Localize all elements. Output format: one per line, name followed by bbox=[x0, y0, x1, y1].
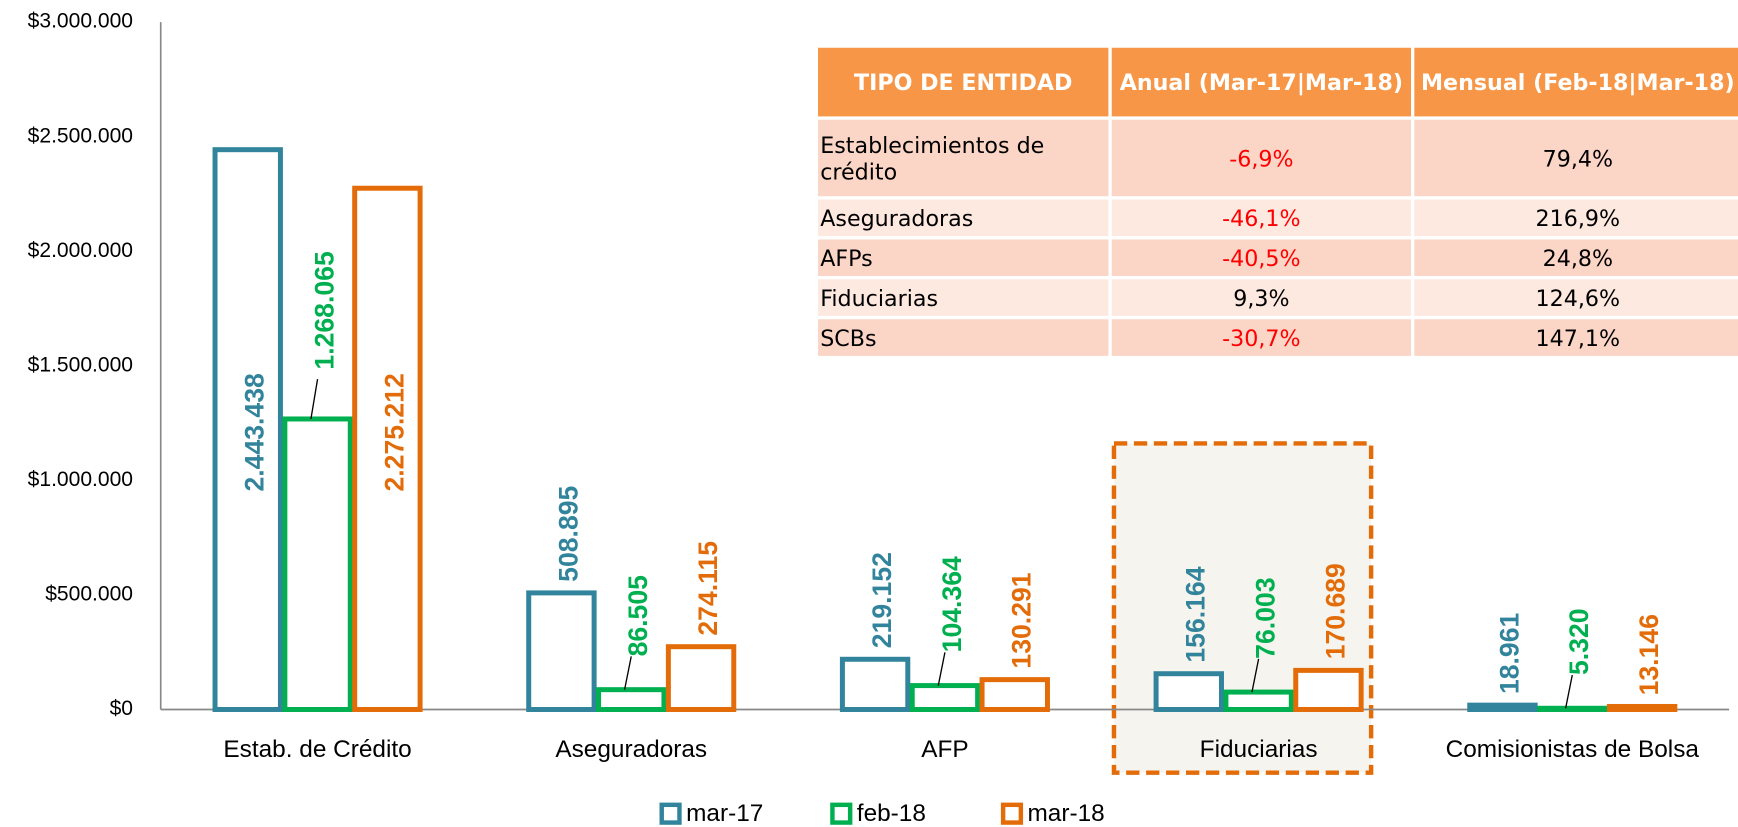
legend-label: mar-17 bbox=[686, 800, 763, 827]
bar bbox=[1537, 705, 1608, 712]
x-tick-label: Comisionistas de Bolsa bbox=[1446, 736, 1700, 763]
table-cell: SCBs bbox=[818, 319, 1109, 356]
x-tick-label: Estab. de Crédito bbox=[223, 736, 411, 763]
bar bbox=[1223, 689, 1294, 712]
data-label: 13.146 bbox=[1634, 614, 1664, 695]
bar bbox=[1153, 671, 1224, 712]
table-cell: 79,4% bbox=[1414, 119, 1738, 197]
table-header-row: TIPO DE ENTIDAD Anual (Mar-17|Mar-18) Mens… bbox=[818, 47, 1738, 117]
leader-line bbox=[1251, 658, 1260, 693]
leader-line bbox=[310, 379, 319, 420]
bar bbox=[665, 644, 737, 712]
y-tick-label: $1.000.000 bbox=[28, 468, 133, 491]
bar bbox=[526, 590, 597, 712]
table: TIPO DE ENTIDAD Anual (Mar-17|Mar-18) Mens… bbox=[818, 47, 1738, 360]
y-tick-label: $2.000.000 bbox=[28, 239, 133, 262]
table-cell: 147,1% bbox=[1414, 319, 1738, 356]
x-tick-label: AFP bbox=[921, 736, 968, 763]
data-label: 156.164 bbox=[1181, 566, 1211, 662]
table-row: Establecimientos de crédito -6,9% 79,4% bbox=[818, 119, 1738, 197]
table-container: TIPO DE ENTIDAD Anual (Mar-17|Mar-18) Mens… bbox=[818, 47, 1738, 360]
bar bbox=[1467, 702, 1538, 712]
y-tick-label: $0 bbox=[110, 697, 133, 720]
data-label: 104.364 bbox=[937, 556, 967, 652]
bar bbox=[979, 677, 1050, 712]
table-row: AFPs -40,5% 24,8% bbox=[818, 239, 1738, 277]
table-header: Mensual (Feb-18|Mar-18) bbox=[1414, 47, 1738, 117]
data-label: 219.152 bbox=[867, 552, 897, 648]
table-cell: 216,9% bbox=[1414, 199, 1738, 237]
data-label: 1.268.065 bbox=[309, 251, 339, 370]
x-tick-label: Aseguradoras bbox=[555, 736, 707, 763]
data-label: 130.291 bbox=[1007, 572, 1037, 668]
data-label: 170.689 bbox=[1320, 563, 1350, 659]
data-label: 5.320 bbox=[1564, 608, 1594, 675]
table-cell: -6,9% bbox=[1111, 119, 1412, 197]
table-cell: Establecimientos de crédito bbox=[818, 119, 1109, 197]
bar bbox=[839, 656, 911, 712]
table-wrap: TIPO DE ENTIDAD Anual (Mar-17|Mar-18) Mens… bbox=[818, 47, 1738, 360]
bar bbox=[1293, 667, 1364, 712]
data-label: 2.443.438 bbox=[240, 373, 270, 491]
data-label: 2.275.212 bbox=[379, 373, 409, 491]
table-cell: 9,3% bbox=[1111, 279, 1412, 316]
x-tick-label: Fiduciarias bbox=[1200, 736, 1318, 763]
legend-label: feb-18 bbox=[857, 800, 926, 827]
bar bbox=[212, 147, 283, 712]
data-label: 86.505 bbox=[623, 575, 653, 657]
leader-line bbox=[623, 656, 632, 690]
highlight-box bbox=[1111, 441, 1374, 775]
table-cell: Aseguradoras bbox=[818, 199, 1109, 237]
table-cell: 24,8% bbox=[1414, 239, 1738, 277]
leader-line bbox=[1564, 674, 1573, 709]
y-tick-label: $500.000 bbox=[45, 582, 133, 605]
bar bbox=[352, 185, 423, 712]
data-label: 508.895 bbox=[553, 485, 583, 581]
table-row: Fiduciarias 9,3% 124,6% bbox=[818, 279, 1738, 316]
legend-label: mar-18 bbox=[1028, 800, 1105, 827]
table-header: TIPO DE ENTIDAD bbox=[818, 47, 1109, 117]
y-tick-label: $3.000.000 bbox=[28, 10, 133, 33]
table-row: Aseguradoras -46,1% 216,9% bbox=[818, 199, 1738, 237]
bar bbox=[282, 416, 353, 712]
legend-swatch bbox=[1000, 802, 1024, 825]
table-cell: -40,5% bbox=[1111, 239, 1412, 277]
legend-swatch bbox=[659, 802, 682, 825]
table-cell: Fiduciarias bbox=[818, 279, 1109, 316]
table-row: SCBs -30,7% 147,1% bbox=[818, 319, 1738, 356]
table-header: Anual (Mar-17|Mar-18) bbox=[1111, 47, 1412, 117]
bar bbox=[1606, 703, 1678, 712]
data-label: 18.961 bbox=[1494, 613, 1524, 695]
table-cell: -30,7% bbox=[1111, 319, 1412, 356]
table-cell: AFPs bbox=[818, 239, 1109, 277]
leader-line bbox=[937, 652, 946, 686]
data-label: 76.003 bbox=[1251, 577, 1281, 658]
y-tick-label: $1.500.000 bbox=[28, 353, 133, 376]
legend-swatch bbox=[830, 802, 853, 825]
y-tick-label: $2.500.000 bbox=[28, 124, 133, 147]
bar bbox=[596, 687, 667, 712]
table-cell: 124,6% bbox=[1414, 279, 1738, 316]
table-cell: -46,1% bbox=[1111, 199, 1412, 237]
bar bbox=[909, 683, 981, 712]
data-label: 274.115 bbox=[693, 541, 723, 636]
